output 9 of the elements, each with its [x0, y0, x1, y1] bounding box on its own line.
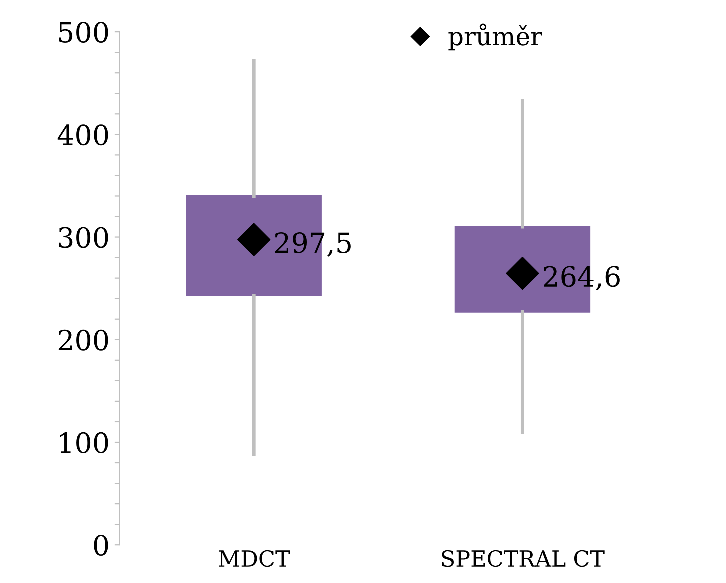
y-tick-label: 0 — [94, 535, 108, 556]
x-tick-label: MDCT — [219, 550, 290, 568]
x-tick-label: SPECTRAL CT — [442, 550, 605, 568]
y-tick-label: 200 — [58, 330, 108, 351]
y-tick-label: 400 — [58, 124, 108, 146]
y-tick-label: 100 — [60, 432, 108, 454]
y-tick-label: 300 — [59, 227, 108, 248]
y-tick-label: 500 — [59, 22, 108, 44]
legend-label: průměr — [448, 24, 542, 51]
